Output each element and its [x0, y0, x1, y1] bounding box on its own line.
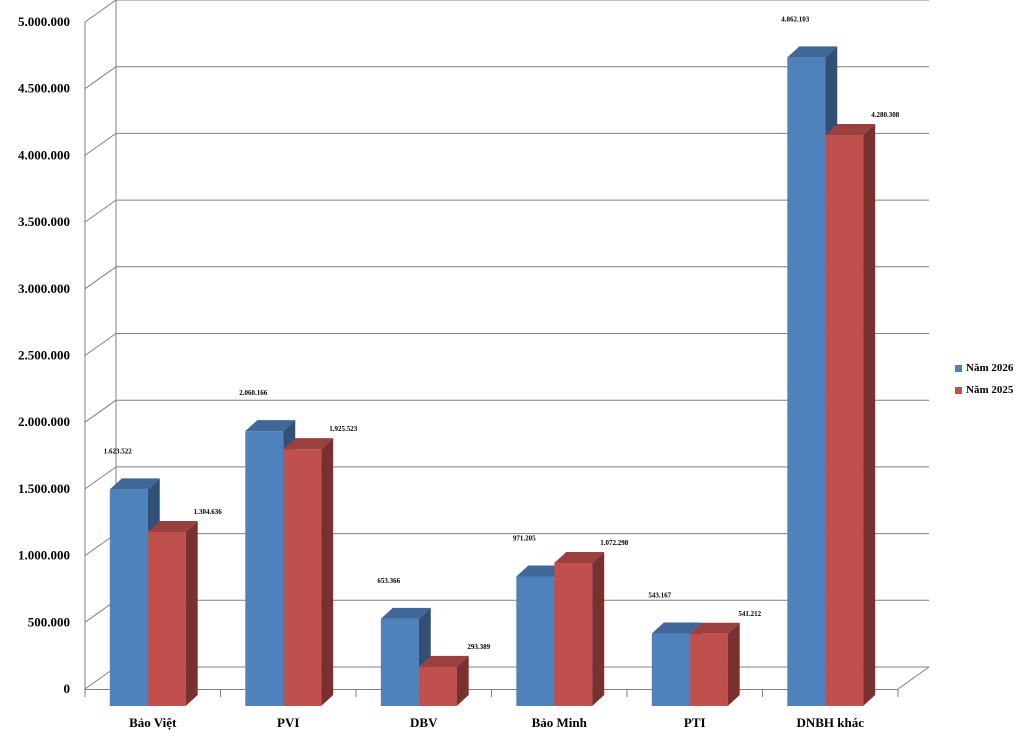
- y-tick-label: 2.000.000: [18, 414, 70, 429]
- legend-item-2025[interactable]: Năm 2025: [955, 379, 1013, 401]
- bar-front: [554, 562, 593, 706]
- bar-side: [185, 520, 198, 706]
- legend-label-2025: Năm 2025: [966, 384, 1014, 396]
- gridline-side-4: [84, 399, 117, 423]
- bar-front: [787, 57, 826, 707]
- y-tick-label: 5.000.000: [18, 14, 70, 29]
- y-tick-label: 1.500.000: [18, 481, 70, 496]
- data-label: 1.925.523: [329, 425, 358, 433]
- x-tick-label: PVI: [277, 715, 299, 730]
- bar-top: [787, 46, 838, 58]
- bar-top: [554, 551, 605, 563]
- x-tick-label: Bảo Việt: [129, 715, 177, 730]
- legend: Năm 2026 Năm 2025: [955, 357, 1013, 401]
- bar-front: [147, 531, 186, 706]
- data-label: 543.167: [648, 592, 671, 600]
- y-tick-label: 1.000.000: [18, 548, 70, 563]
- bar-front: [418, 666, 457, 706]
- data-label: 2.060.166: [239, 389, 268, 397]
- gridline-side-7: [84, 199, 117, 223]
- legend-swatch-2025: [955, 386, 962, 394]
- bar-top: [689, 622, 740, 634]
- y-tick-label: 4.500.000: [18, 81, 70, 96]
- bars-layer: [109, 46, 876, 707]
- gridline-side-8: [84, 132, 117, 156]
- bar-top: [516, 565, 567, 577]
- bar-front: [283, 449, 322, 706]
- bar-top: [380, 607, 431, 619]
- legend-swatch-2026: [955, 364, 962, 372]
- bar-top: [651, 622, 702, 634]
- y-axis: 0 500.000 1.000.000 1.500.000 2.000.000 2.500…: [18, 14, 70, 696]
- gridline-side-3: [84, 466, 117, 490]
- bar-top: [283, 438, 334, 450]
- y-tick-label: 4.000.000: [18, 147, 70, 162]
- gridline-side-6: [84, 266, 117, 290]
- bar-front: [109, 489, 148, 706]
- bar-front: [689, 633, 728, 706]
- data-label: 971.205: [513, 534, 536, 542]
- data-label: 4.280.308: [871, 111, 900, 119]
- x-tick-label: Bảo Minh: [532, 715, 588, 730]
- x-tick-label: PTI: [684, 715, 706, 730]
- legend-label-2026: Năm 2026: [966, 362, 1014, 374]
- floor-right-edge: [897, 666, 930, 690]
- bar-top: [109, 478, 160, 490]
- y-tick-label: 3.500.000: [18, 214, 70, 229]
- bar-top: [245, 420, 296, 432]
- data-label: 4.862.103: [781, 15, 810, 23]
- bar-side: [321, 438, 334, 706]
- gridline-side-9: [84, 66, 117, 90]
- data-label: 1.304.636: [194, 508, 223, 516]
- bar-top: [147, 520, 198, 532]
- bar-front: [825, 135, 864, 707]
- gridline-side-10: [84, 0, 117, 23]
- bar-top: [418, 655, 469, 667]
- x-tick-label: DBV: [410, 715, 438, 730]
- bar-front: [516, 576, 555, 706]
- gridline-side-5: [84, 333, 117, 356]
- y-tick-label: 0: [64, 681, 71, 696]
- bar-side: [456, 655, 469, 706]
- legend-item-2026[interactable]: Năm 2026: [955, 357, 1013, 379]
- data-label: 293.389: [467, 643, 490, 651]
- data-label: 1.072.298: [600, 539, 629, 547]
- x-tick-label: DNBH khác: [796, 715, 864, 730]
- data-label: 653.366: [377, 577, 400, 585]
- bar-front: [245, 431, 284, 706]
- y-tick-label: 2.500.000: [18, 348, 70, 363]
- data-label: 541.212: [738, 610, 761, 618]
- bar-side: [727, 622, 740, 706]
- data-labels-layer: 1.623.522 1.304.636 2.060.166 1.925.523 653.…: [104, 15, 900, 650]
- data-label: 1.623.522: [104, 447, 133, 455]
- bar-side: [863, 124, 876, 707]
- bar-side: [592, 551, 605, 706]
- x-axis: Bảo Việt PVI DBV Bảo Minh PTI DNBH khác: [84, 689, 899, 730]
- bar-front: [380, 618, 419, 706]
- bar-front: [651, 633, 690, 706]
- y-tick-label: 500.000: [28, 614, 70, 629]
- y-tick-label: 3.000.000: [18, 281, 70, 296]
- bar-top: [825, 124, 876, 136]
